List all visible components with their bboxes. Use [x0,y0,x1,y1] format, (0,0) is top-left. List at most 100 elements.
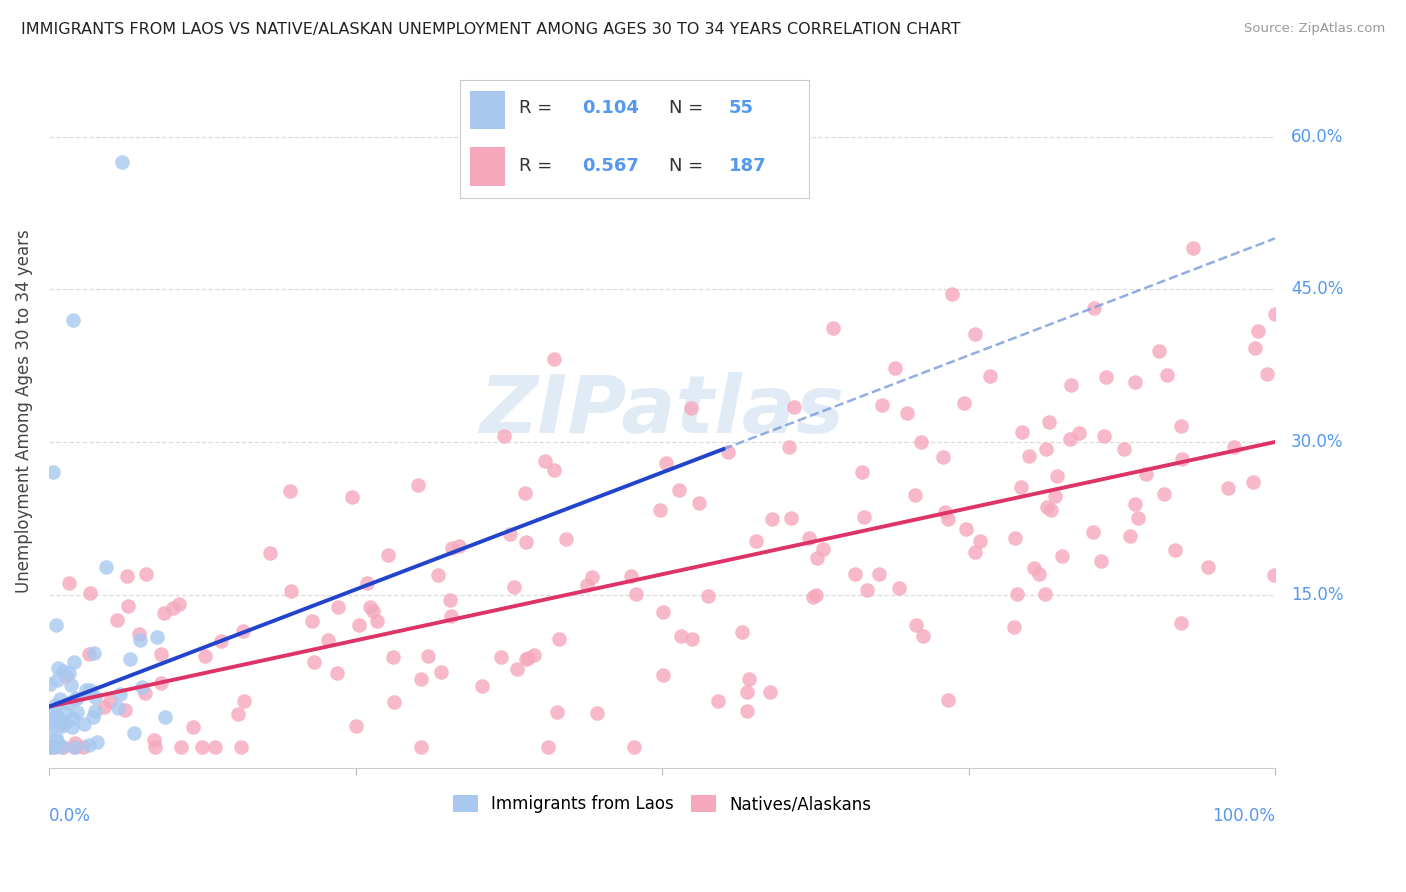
Point [82,710,104,724]
Point [72,740,94,755]
Point [1153,487,1175,501]
Point [441,541,464,556]
Point [735,704,758,718]
Point [1095,369,1118,384]
Point [1059,432,1081,446]
Point [94,560,117,574]
Point [620,568,643,582]
Point [648,503,671,517]
Point [1170,615,1192,630]
Point [1164,542,1187,557]
Point [759,685,782,699]
Point [46,661,69,675]
Point [359,600,381,615]
Point [585,706,607,720]
Point [471,679,494,693]
Point [912,629,935,643]
Point [204,740,226,755]
Point [868,567,890,582]
Point [169,598,191,612]
Point [46,707,69,722]
Point [209,633,232,648]
Point [51,719,73,733]
Point [114,702,136,716]
Point [55,669,77,683]
Point [181,720,204,734]
Point [115,569,138,583]
Point [326,600,349,615]
Point [131,680,153,694]
Point [576,578,599,592]
Point [59,677,82,691]
Point [801,591,824,605]
Point [58,666,80,681]
Point [883,361,905,376]
Point [910,435,932,450]
Point [936,512,959,526]
Point [1156,368,1178,382]
Point [1083,301,1105,315]
Point [1135,467,1157,481]
Point [744,534,766,549]
Point [79,586,101,600]
Point [44,710,66,724]
Point [1038,415,1060,429]
Point [679,401,702,415]
Point [409,740,432,755]
Point [45,710,67,724]
Point [143,740,166,755]
Point [45,618,67,632]
Point [318,632,340,647]
Point [806,550,828,565]
Point [489,649,512,664]
Point [804,588,827,602]
Point [41,707,63,722]
Point [135,567,157,582]
Point [51,716,73,731]
Point [1050,549,1073,563]
Point [506,662,529,676]
Point [118,652,141,666]
Text: 0.0%: 0.0% [49,807,91,825]
Point [344,719,367,733]
Point [533,454,555,468]
Point [955,523,977,537]
Point [52,664,75,678]
Point [503,580,526,594]
Point [870,398,893,412]
Point [72,716,94,731]
Point [416,649,439,664]
Point [44,740,66,755]
Point [851,465,873,479]
Point [963,545,986,559]
Point [426,568,449,582]
Point [150,647,173,661]
Text: Source: ZipAtlas.com: Source: ZipAtlas.com [1244,22,1385,36]
Point [105,613,128,627]
Point [440,609,463,624]
Point [1081,525,1104,540]
Point [128,632,150,647]
Point [170,740,193,755]
Point [1018,449,1040,463]
Point [66,690,89,705]
Point [58,575,80,590]
Point [44,698,66,712]
Point [513,485,536,500]
Point [1181,241,1204,255]
Point [52,740,75,755]
Point [887,581,910,595]
Point [904,617,927,632]
Point [39,677,62,691]
Point [86,735,108,749]
Point [1022,561,1045,575]
Point [93,699,115,714]
Point [134,686,156,700]
Point [1114,442,1136,456]
Point [1119,528,1142,542]
Point [39,740,62,755]
Point [953,396,976,410]
Point [979,368,1001,383]
Point [655,457,678,471]
Point [1170,451,1192,466]
